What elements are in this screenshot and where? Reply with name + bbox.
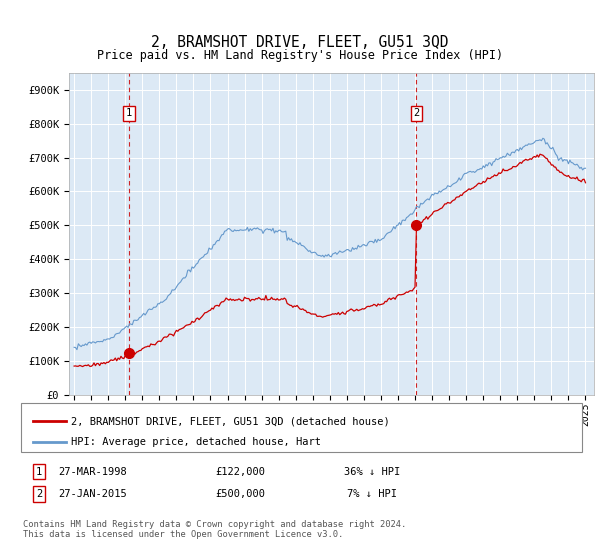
Text: 27-MAR-1998: 27-MAR-1998 xyxy=(59,466,127,477)
Text: Contains HM Land Registry data © Crown copyright and database right 2024.
This d: Contains HM Land Registry data © Crown c… xyxy=(23,520,406,539)
Text: £122,000: £122,000 xyxy=(215,466,265,477)
Text: 27-JAN-2015: 27-JAN-2015 xyxy=(59,489,127,499)
Text: 1: 1 xyxy=(36,466,42,477)
Text: HPI: Average price, detached house, Hart: HPI: Average price, detached house, Hart xyxy=(71,437,321,447)
Text: Price paid vs. HM Land Registry's House Price Index (HPI): Price paid vs. HM Land Registry's House … xyxy=(97,49,503,62)
Text: 2: 2 xyxy=(36,489,42,499)
Text: 2, BRAMSHOT DRIVE, FLEET, GU51 3QD (detached house): 2, BRAMSHOT DRIVE, FLEET, GU51 3QD (deta… xyxy=(71,416,389,426)
Text: 2, BRAMSHOT DRIVE, FLEET, GU51 3QD: 2, BRAMSHOT DRIVE, FLEET, GU51 3QD xyxy=(151,35,449,50)
Text: 36% ↓ HPI: 36% ↓ HPI xyxy=(344,466,400,477)
Text: £500,000: £500,000 xyxy=(215,489,265,499)
Text: 7% ↓ HPI: 7% ↓ HPI xyxy=(347,489,397,499)
Text: 1: 1 xyxy=(126,109,132,119)
Text: 2: 2 xyxy=(413,109,419,119)
